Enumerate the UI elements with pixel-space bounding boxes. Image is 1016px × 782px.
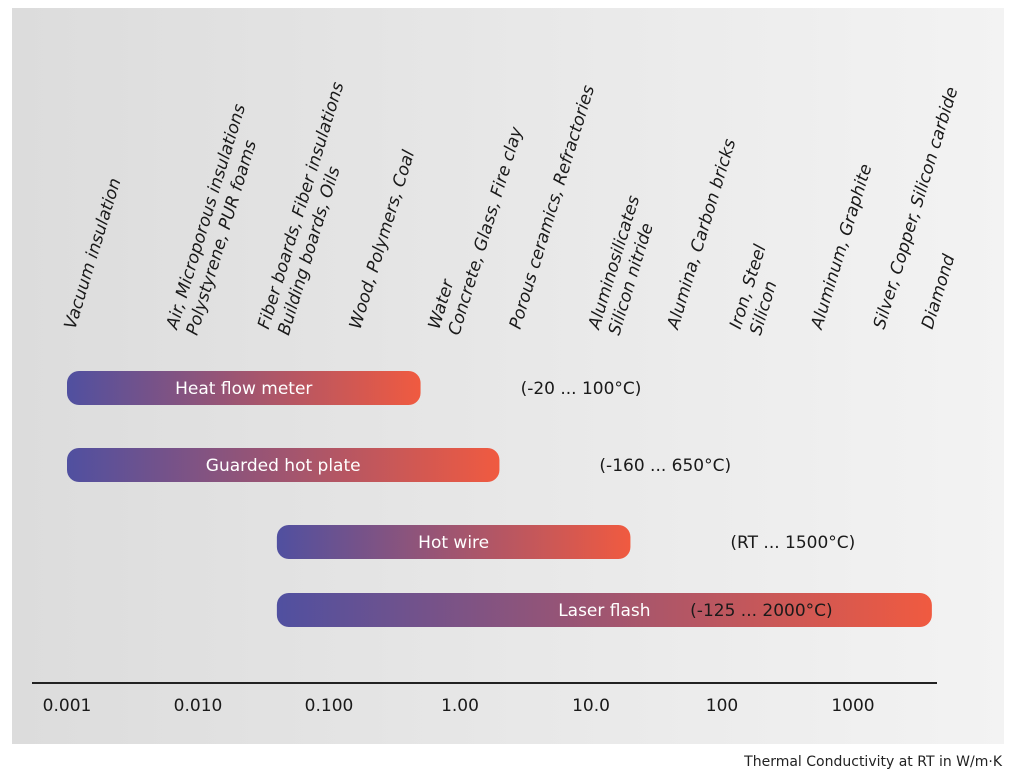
method-temperature-range: (-125 ... 2000°C)	[690, 601, 833, 621]
x-tick-label: 0.010	[174, 696, 223, 716]
svg-text:Wood, Polymers, Coal: Wood, Polymers, Coal	[346, 148, 420, 332]
material-label: Aluminum, Graphite	[807, 162, 877, 333]
method-bar	[67, 448, 500, 482]
method-bar-label: Heat flow meter	[175, 379, 312, 399]
svg-text:Vacuum insulation: Vacuum insulation	[61, 176, 126, 332]
svg-text:Aluminum, Graphite: Aluminum, Graphite	[807, 162, 877, 333]
svg-text:Fiber boards, Fiber insulation: Fiber boards, Fiber insulationsBuilding …	[254, 80, 368, 338]
method-bar	[276, 593, 932, 627]
material-label: Vacuum insulation	[61, 176, 126, 332]
method-bar-label: Laser flash	[558, 601, 650, 621]
x-tick-label: 0.001	[43, 696, 92, 716]
method-bar	[67, 371, 421, 405]
material-label: Air, Microporous insulationsPolystyrene,…	[162, 102, 270, 339]
material-label: Alumina, Carbon bricks	[663, 137, 740, 333]
material-labels: Vacuum insulation Air, Microporous insula…	[61, 80, 963, 339]
svg-text:Iron, SteelSilicon: Iron, SteelSilicon	[726, 242, 791, 338]
method-temperature-range: (-20 ... 100°C)	[521, 379, 642, 399]
svg-text:Air, Microporous insulationsPo: Air, Microporous insulationsPolystyrene,…	[162, 102, 270, 339]
method-bars: Heat flow meter (-20 ... 100°C) Guarded ho…	[67, 371, 932, 627]
material-label: Silver, Copper, Silicon carbide	[870, 85, 963, 332]
x-tick-label: 100	[706, 696, 738, 716]
x-tick-label: 10.0	[572, 696, 610, 716]
chart-panel: Vacuum insulation Air, Microporous insula…	[12, 8, 1004, 744]
svg-text:Silver, Copper, Silicon carbid: Silver, Copper, Silicon carbide	[870, 85, 963, 332]
svg-text:Diamond: Diamond	[918, 252, 960, 331]
method-temperature-range: (-160 ... 650°C)	[599, 456, 731, 476]
material-label: Fiber boards, Fiber insulationsBuilding …	[254, 80, 368, 338]
x-axis: 0.001 0.010 0.100 1.00 10.0 100 1000	[32, 682, 937, 716]
thermal-conductivity-chart: Vacuum insulation Air, Microporous insula…	[32, 80, 963, 716]
svg-text:AluminosilicatesSilicon nitrid: AluminosilicatesSilicon nitride	[584, 193, 664, 338]
x-tick-label: 1000	[831, 696, 874, 716]
svg-text:Alumina, Carbon bricks: Alumina, Carbon bricks	[663, 137, 740, 333]
axis-caption: Thermal Conductivity at RT in W/m·K	[744, 754, 1002, 770]
material-label: Porous ceramics, Refractories	[506, 83, 599, 332]
material-label: Iron, SteelSilicon	[726, 242, 791, 338]
material-label: Wood, Polymers, Coal	[346, 148, 420, 332]
svg-text:Porous ceramics, Refractories: Porous ceramics, Refractories	[506, 83, 599, 332]
method-bar	[276, 525, 631, 559]
method-temperature-range: (RT ... 1500°C)	[730, 533, 855, 553]
x-tick-label: 0.100	[305, 696, 354, 716]
x-tick-label: 1.00	[441, 696, 479, 716]
method-bar-label: Hot wire	[418, 533, 489, 553]
material-label: AluminosilicatesSilicon nitride	[584, 193, 664, 338]
method-bar-label: Guarded hot plate	[206, 456, 361, 476]
material-label: Diamond	[918, 252, 960, 331]
